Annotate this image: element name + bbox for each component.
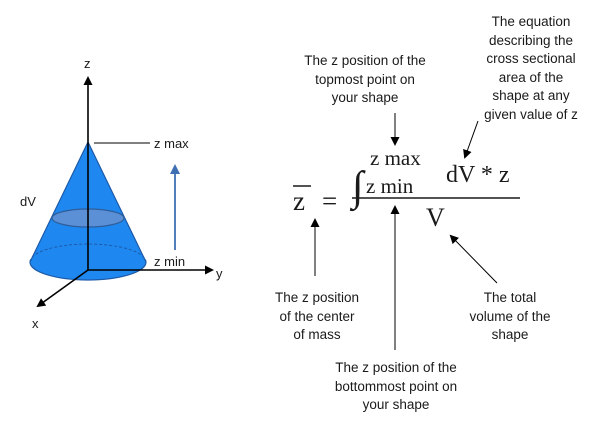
integrand-arrow [463,120,479,159]
equals-sign: = [322,186,337,216]
integrand-line-4: area of the [498,69,564,85]
total-volume-annotation: The total volume of the shape [455,289,565,345]
top-limit-annotation: The z position of the topmost point on y… [290,52,440,108]
integrand-line-1: The equation [491,14,571,29]
top-limit-line-3: your shape [331,90,399,105]
x-axis-label: x [32,316,39,331]
bottom-limit-line-2: bottommost point on [334,378,458,394]
cone-base-back [29,243,147,263]
integrand-annotation: The equation describing the cross sectio… [466,13,596,124]
dv-label: dV [20,194,36,209]
total-volume-line-3: shape [491,327,529,342]
center-of-mass-line-2: of the center [279,308,355,324]
z-axis-label: z [84,56,91,71]
integrand-line-2: describing the [488,32,574,48]
bottom-limit-line-3: your shape [362,397,430,412]
center-of-mass-line-1: The z position [274,290,360,305]
upper-limit: z max [370,146,421,170]
z-max-label: z max [154,136,189,151]
integrand-line-5: shape at any [492,88,570,103]
equation: z = ∫ z max z min dV * z V [293,146,520,232]
total-volume-arrow [449,234,498,284]
integral-sign: ∫ [349,164,366,212]
integrand-line-3: cross sectional [486,51,576,66]
top-limit-line-1: The z position of the [304,53,426,68]
y-axis-label: y [216,266,223,281]
denominator: V [426,203,445,232]
integrand-line-6: given value of z [484,106,578,122]
z-bar-symbol: z [293,186,305,216]
integrand: dV * z [446,162,510,188]
top-limit-line-2: topmost point on [315,71,415,87]
bottom-limit-annotation: The z position of the bottommost point o… [316,359,476,415]
annotation-arrows [310,113,498,350]
center-of-mass-line-3: of mass [293,327,341,342]
center-of-mass-annotation: The z position of the center of mass [262,289,372,345]
lower-limit: z min [366,174,414,198]
total-volume-line-2: volume of the [469,308,551,324]
z-min-label: z min [154,254,185,269]
x-axis [36,269,89,308]
total-volume-line-1: The total [483,290,537,305]
cone-figure: z y x z max z min dV [20,56,223,331]
bottom-limit-line-1: The z position of the [335,360,457,375]
